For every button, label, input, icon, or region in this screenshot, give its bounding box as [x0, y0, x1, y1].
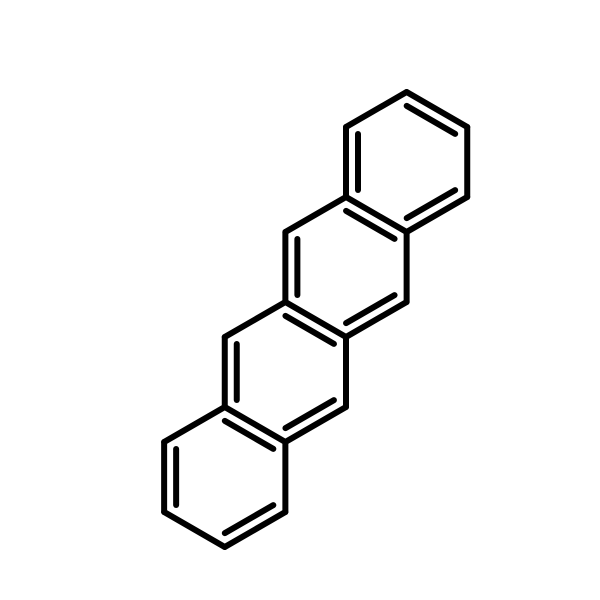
bond-line — [346, 211, 394, 239]
bond-line — [285, 400, 333, 428]
chrysene-structure-diagram — [0, 0, 600, 600]
bond-line — [346, 295, 394, 323]
bond-line — [225, 505, 273, 533]
bond-line — [225, 302, 286, 337]
bond-line — [164, 512, 225, 547]
bond-line — [285, 197, 346, 232]
bond-line — [407, 190, 455, 218]
bond-line — [164, 407, 225, 442]
bond-line — [346, 92, 407, 127]
bond-line — [225, 421, 273, 449]
bond-line — [407, 106, 455, 134]
bond-line — [285, 316, 333, 344]
